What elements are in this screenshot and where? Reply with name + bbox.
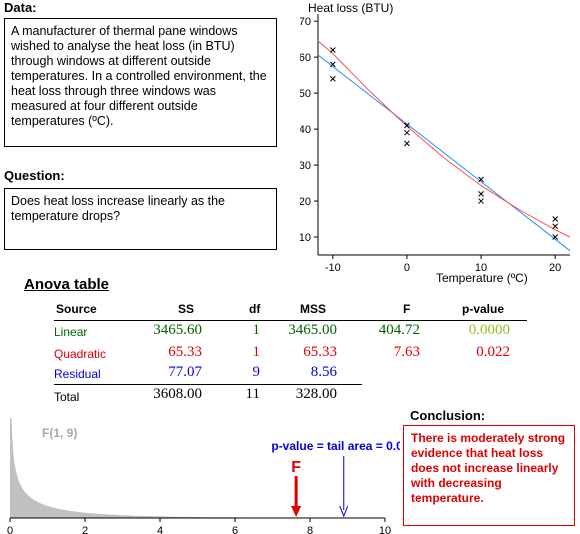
row-total-mss: 328.00 [295,386,337,402]
header-rule [54,320,527,321]
row-total-df: 11 [245,386,260,402]
y-tick-label: 40 [300,124,311,136]
row-residual-source: Residual [54,367,101,381]
data-point [329,75,336,82]
header-source: Source [56,302,97,316]
distribution-label: F(1, 9) [42,426,77,440]
x-tick-label: 0 [404,262,410,274]
data-point [478,176,484,183]
question-box: Does heat loss increase linearly as the … [4,188,277,250]
x-tick-label: 10 [475,262,487,274]
f-x-tick-label: 6 [232,525,238,534]
data-description-box: A manufacturer of thermal pane windows w… [4,18,277,147]
tail-area-label: p-value = tail area = 0.022 [271,439,400,453]
row-quadratic-f: 7.63 [393,344,420,360]
row-quadratic-df: 1 [252,344,261,360]
data-point [552,216,559,222]
row-quadratic-mss: 65.33 [303,344,337,360]
y-axis-label: Heat loss (BTU) [308,1,393,15]
f-x-tick-label: 0 [7,525,13,534]
x-tick-label: 20 [549,262,561,274]
row-linear-f: 404.72 [378,322,420,338]
row-quadratic-ss: 65.33 [168,344,202,360]
y-tick-label: 30 [300,160,311,172]
data-heading: Data: [4,0,37,15]
data-point [404,129,410,136]
data-point [552,223,559,230]
row-residual-df: 9 [252,364,261,380]
conclusion-heading: Conclusion: [410,408,486,423]
data-point [329,61,336,68]
row-quadratic-p: 0.022 [476,344,510,360]
row-linear-mss: 3465.00 [288,322,337,338]
row-residual-mss: 8.56 [310,364,337,380]
y-tick-label: 50 [300,88,311,100]
f-distribution-plot: 0 2 4 6 8 10 F(1, 9) Fp-value = tail area = 0.0… [7,418,400,534]
y-tick-label: 10 [300,232,311,244]
data-point [404,122,410,129]
quadratic-fit-line [317,40,571,238]
row-linear-ss: 3465.60 [153,322,202,338]
heat-loss-scatter-plot: 10 20 30 40 50 60 70 -10 0 10 20 Heat loss (BTU) Tem… [300,1,571,285]
row-linear-df: 1 [252,322,261,338]
y-tick-label: 60 [300,52,311,64]
row-total-ss: 3608.00 [153,386,202,402]
data-point [478,198,484,204]
question-heading: Question: [4,168,65,183]
data-point [552,234,559,240]
linear-fit-line [317,54,571,252]
f-x-tick-label: 10 [379,525,391,534]
y-tick-label: 70 [300,16,311,28]
f-x-tick-label: 2 [82,525,88,534]
f-statistic-label: F [291,459,301,476]
data-point [478,190,484,197]
x-axis-label: Temperature (ºC) [436,271,528,285]
row-linear-source: Linear [54,325,88,339]
f-density-area [10,418,385,518]
header-f: F [403,302,411,316]
y-tick-label: 20 [300,196,311,208]
anova-table-title: Anova table [24,276,110,293]
tail-area-arrow-head [339,505,349,518]
row-linear-p: 0.0000 [468,322,510,338]
header-p-value: p-value [462,302,505,316]
row-residual-ss: 77.07 [168,364,202,380]
f-x-tick-label: 4 [157,525,163,534]
f-statistic-arrow-head [291,506,302,517]
data-point [404,140,410,147]
row-quadratic-source: Quadratic [54,347,107,361]
data-point [329,47,336,53]
conclusion-box: There is moderately strong evidence that… [403,425,575,526]
header-df: df [249,302,261,316]
header-mss: MSS [300,302,327,316]
x-tick-label: -10 [325,262,341,274]
f-x-tick-label: 8 [307,525,313,534]
header-ss: SS [178,302,195,316]
total-rule [54,384,362,385]
row-total-source: Total [54,390,80,404]
